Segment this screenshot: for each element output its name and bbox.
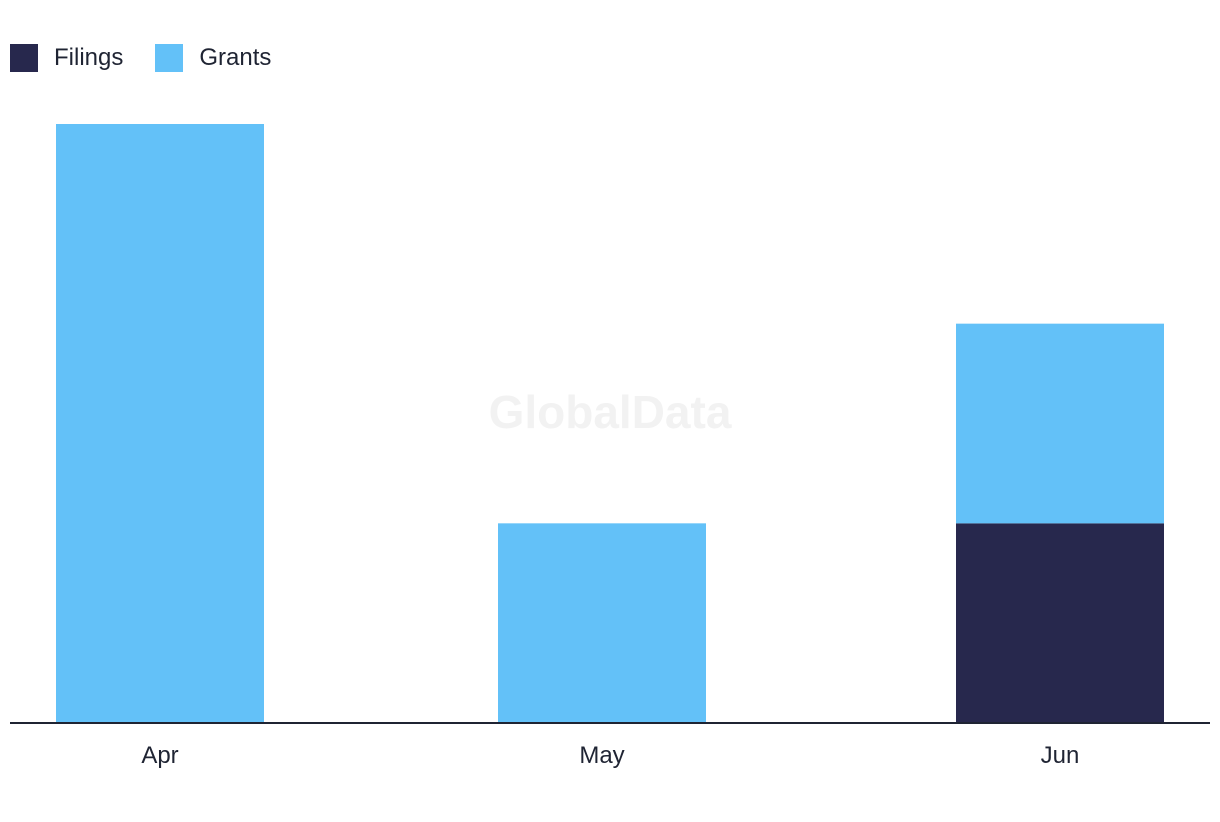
bars-group [56,124,1164,723]
legend: Filings Grants [10,44,271,72]
bar-filings-jun [956,523,1164,723]
legend-swatch-filings [10,44,38,72]
bar-grants-jun [956,323,1164,524]
legend-item-filings: Filings [10,44,123,72]
legend-item-grants: Grants [155,44,271,72]
x-tick-label-jun: Jun [1041,742,1080,769]
bar-grants-may [498,523,706,723]
x-tick-label-apr: Apr [141,742,178,769]
legend-swatch-grants [155,44,184,72]
bar-grants-apr [56,124,264,723]
watermark: GlobalData [489,386,732,438]
x-tick-label-may: May [579,742,624,769]
legend-label-filings: Filings [54,44,124,71]
x-tick-labels: Apr May Jun [141,742,1079,769]
legend-label-grants: Grants [199,44,272,71]
